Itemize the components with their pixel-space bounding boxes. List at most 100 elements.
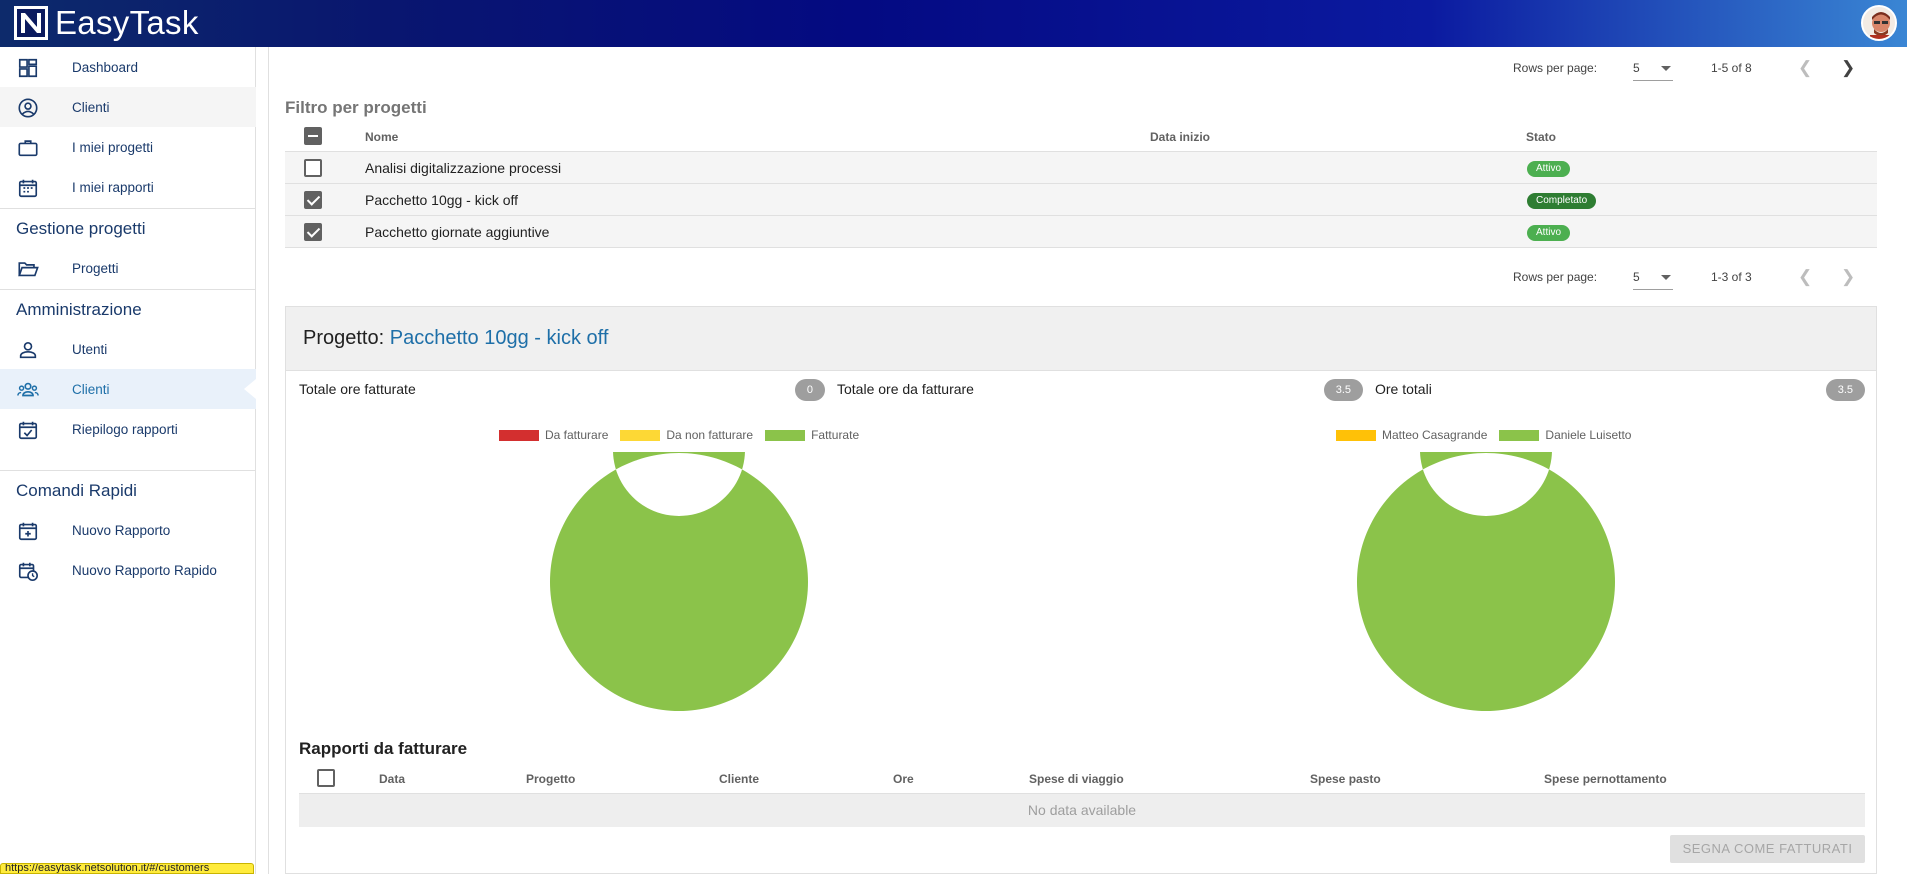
group-icon xyxy=(17,382,39,397)
stat-value-badge: 3.5 xyxy=(1825,379,1865,401)
calendar-clock-icon xyxy=(18,562,38,581)
legend-swatch-yellow xyxy=(620,429,661,441)
column-cliente[interactable]: Cliente xyxy=(719,772,760,786)
project-label: Progetto: xyxy=(303,327,385,349)
sidebar-item-nuovo-rapporto[interactable]: Nuovo Rapporto xyxy=(0,510,256,550)
sidebar-divider xyxy=(0,208,256,209)
rows-per-page-select[interactable]: 5 xyxy=(1633,270,1673,290)
legend-item[interactable]: Da non fatturare xyxy=(620,428,753,442)
calendar-icon xyxy=(18,179,38,198)
table-row[interactable]: Pacchetto 10gg - kick off Completato xyxy=(285,184,1877,216)
status-badge: Attivo xyxy=(1527,161,1571,177)
stat-value-badge: 0 xyxy=(794,379,825,401)
stat-ore-totali: Ore totali 3.5 xyxy=(1375,373,1865,403)
row-checkbox[interactable] xyxy=(304,191,322,209)
chart-legend-users: Matteo Casagrande Daniele Luisetto xyxy=(1336,428,1643,442)
project-title: Progetto: Pacchetto 10gg - kick off xyxy=(303,327,608,350)
legend-item[interactable]: Matteo Casagrande xyxy=(1336,428,1487,442)
column-ore[interactable]: Ore xyxy=(893,772,914,786)
no-data-message: No data available xyxy=(299,794,1865,827)
column-data-inizio[interactable]: Data inizio xyxy=(1150,130,1211,144)
sidebar-item-clienti[interactable]: Clienti xyxy=(0,87,256,127)
briefcase-icon xyxy=(18,140,38,157)
filter-table-header: Nome Data inizio Stato xyxy=(285,122,1877,152)
column-spese-viaggio[interactable]: Spese di viaggio xyxy=(1029,772,1124,786)
chevron-right-icon[interactable]: ❯ xyxy=(1841,267,1856,286)
rows-per-page-value: 5 xyxy=(1633,270,1640,284)
user-avatar[interactable] xyxy=(1861,5,1897,41)
chevron-right-icon[interactable]: ❯ xyxy=(1841,58,1856,77)
project-name: Pacchetto giornate aggiuntive xyxy=(365,224,550,240)
section-gestione-progetti: Gestione progetti xyxy=(16,219,146,238)
sidebar-item-label: Clienti xyxy=(72,381,110,397)
legend-label: Matteo Casagrande xyxy=(1382,428,1488,442)
sidebar-item-label: I miei progetti xyxy=(72,139,154,155)
legend-label: Daniele Luisetto xyxy=(1545,428,1632,442)
legend-item[interactable]: Daniele Luisetto xyxy=(1499,428,1631,442)
status-badge: Attivo xyxy=(1527,225,1571,241)
sidebar-item-utenti[interactable]: Utenti xyxy=(0,329,256,369)
avatar-icon xyxy=(1863,7,1895,39)
sidebar-item-admin-clienti[interactable]: Clienti xyxy=(0,369,256,409)
legend-label: Da non fatturare xyxy=(666,428,754,442)
stat-ore-da-fatturare: Totale ore da fatturare 3.5 xyxy=(837,373,1363,403)
sidebar-item-miei-progetti[interactable]: I miei progetti xyxy=(0,127,256,167)
legend-swatch-green xyxy=(765,429,806,441)
row-checkbox[interactable] xyxy=(304,223,322,241)
stat-ore-fatturate: Totale ore fatturate 0 xyxy=(299,373,825,403)
mark-as-billed-button[interactable]: SEGNA COME FATTURATI xyxy=(1670,835,1865,863)
sidebar-item-progetti[interactable]: Progetti xyxy=(0,248,256,288)
legend-label: Da fatturare xyxy=(545,428,609,442)
section-comandi-rapidi: Comandi Rapidi xyxy=(16,481,137,500)
column-nome[interactable]: Nome xyxy=(365,130,399,144)
project-name: Pacchetto 10gg - kick off xyxy=(365,192,519,208)
filter-title: Filtro per progetti xyxy=(285,98,427,117)
rows-per-page-select[interactable]: 5 xyxy=(1633,61,1673,81)
sidebar-item-nuovo-rapporto-rapido[interactable]: Nuovo Rapporto Rapido xyxy=(0,550,256,590)
legend-swatch-red xyxy=(499,429,539,441)
legend-item[interactable]: Da fatturare xyxy=(499,428,608,442)
users-donut-chart[interactable] xyxy=(1356,452,1616,712)
sidebar-item-riepilogo-rapporti[interactable]: Riepilogo rapporti xyxy=(0,409,256,449)
calendar-plus-icon xyxy=(18,522,38,541)
app-title: EasyTask xyxy=(55,4,199,41)
table-row[interactable]: Pacchetto giornate aggiuntive Attivo xyxy=(285,216,1877,248)
logo-icon xyxy=(21,13,41,33)
project-card: Progetto: Pacchetto 10gg - kick off Tota… xyxy=(285,306,1877,874)
column-spese-pernottamento[interactable]: Spese pernottamento xyxy=(1544,772,1667,786)
active-indicator-icon xyxy=(244,379,256,399)
select-all-checkbox[interactable] xyxy=(317,769,335,787)
column-stato[interactable]: Stato xyxy=(1526,130,1556,144)
table-row[interactable]: Analisi digitalizzazione processi Attivo xyxy=(285,152,1877,184)
sidebar-item-miei-rapporti[interactable]: I miei rapporti xyxy=(0,167,256,207)
sidebar-item-label: I miei rapporti xyxy=(72,179,154,195)
caret-down-icon[interactable] xyxy=(1661,275,1671,280)
legend-label: Fatturate xyxy=(811,428,860,442)
account-circle-icon xyxy=(18,98,38,118)
stat-label: Totale ore fatturate xyxy=(299,381,416,397)
sidebar-item-label: Utenti xyxy=(72,341,108,357)
person-icon xyxy=(19,342,37,359)
caret-down-icon[interactable] xyxy=(1661,66,1671,71)
sidebar-item-label: Riepilogo rapporti xyxy=(72,421,178,437)
legend-item[interactable]: Fatturate xyxy=(765,428,859,442)
sidebar-item-dashboard[interactable]: Dashboard xyxy=(0,47,256,87)
billing-donut-chart[interactable] xyxy=(549,452,809,712)
project-name: Analisi digitalizzazione processi xyxy=(365,160,562,176)
app-logo[interactable] xyxy=(14,6,48,40)
page-range: 1-5 of 8 xyxy=(1711,61,1752,75)
legend-swatch-amber xyxy=(1336,429,1376,441)
select-all-checkbox[interactable] xyxy=(304,127,322,145)
column-data[interactable]: Data xyxy=(379,772,406,786)
sidebar-item-label: Nuovo Rapporto xyxy=(72,522,171,538)
chevron-left-icon[interactable]: ❮ xyxy=(1798,58,1813,77)
donut-slice-daniele-luisetto[interactable] xyxy=(1357,452,1615,711)
column-progetto[interactable]: Progetto xyxy=(526,772,576,786)
row-checkbox[interactable] xyxy=(304,159,322,177)
stat-label: Ore totali xyxy=(1375,381,1432,397)
project-name: Pacchetto 10gg - kick off xyxy=(389,327,609,349)
column-spese-pasto[interactable]: Spese pasto xyxy=(1310,772,1381,786)
donut-slice-fatturate[interactable] xyxy=(550,452,808,711)
dashboard-icon xyxy=(18,58,38,78)
chevron-left-icon[interactable]: ❮ xyxy=(1798,267,1813,286)
